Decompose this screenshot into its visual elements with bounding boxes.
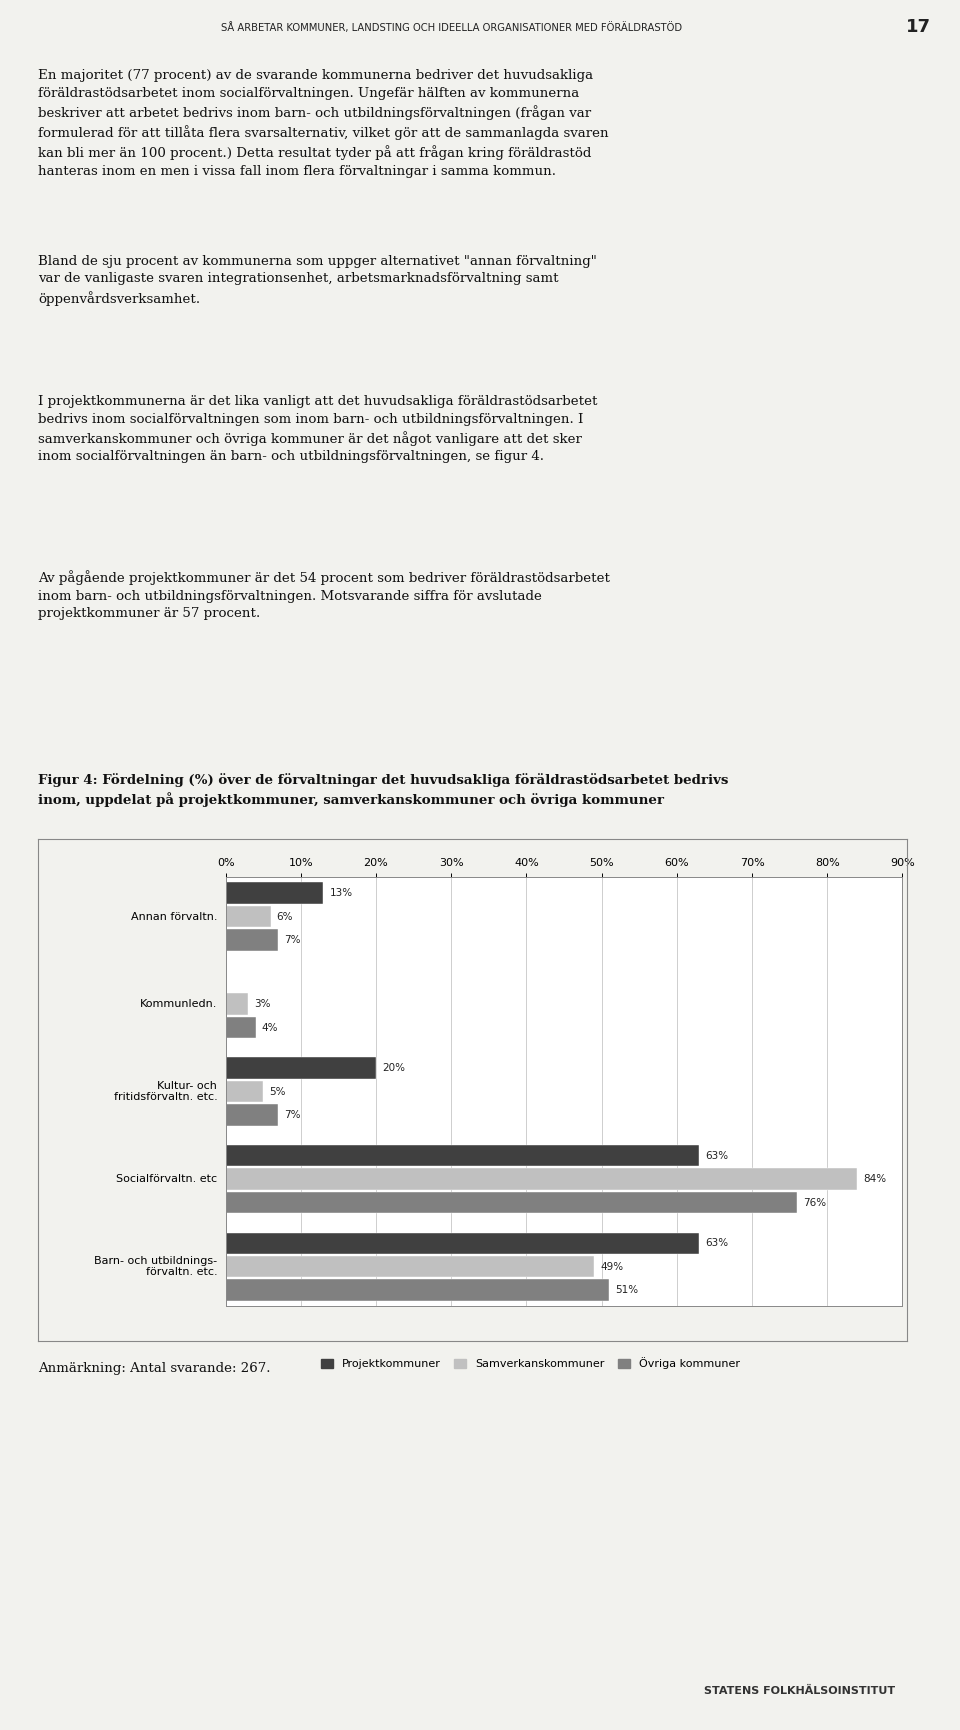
Text: 7%: 7%: [284, 1111, 300, 1119]
Bar: [226, 993, 248, 1016]
Bar: [226, 1081, 263, 1102]
Text: Anmärkning: Antal svarande: 267.: Anmärkning: Antal svarande: 267.: [38, 1362, 271, 1375]
Text: 6%: 6%: [276, 912, 293, 922]
Bar: [226, 907, 271, 927]
Text: 84%: 84%: [863, 1175, 886, 1183]
Bar: [226, 1192, 797, 1213]
Text: 7%: 7%: [284, 936, 300, 945]
Text: 63%: 63%: [706, 1150, 729, 1161]
Text: 5%: 5%: [269, 1086, 286, 1097]
Text: En majoritet (77 procent) av de svarande kommunerna bedriver det huvudsakliga
fö: En majoritet (77 procent) av de svarande…: [38, 69, 609, 178]
Bar: [226, 1168, 857, 1190]
Text: Figur 4: Fördelning (%) över de förvaltningar det huvudsakliga föräldrastödsarbe: Figur 4: Fördelning (%) över de förvaltn…: [38, 773, 729, 808]
Text: 49%: 49%: [600, 1261, 623, 1272]
Text: 51%: 51%: [615, 1285, 638, 1296]
Text: 13%: 13%: [329, 887, 352, 898]
Bar: [226, 882, 324, 903]
Text: 4%: 4%: [262, 1022, 278, 1033]
Bar: [226, 1280, 609, 1301]
Text: STATENS FOLKHÄLSOINSTITUT: STATENS FOLKHÄLSOINSTITUT: [704, 1687, 895, 1695]
Text: 17: 17: [906, 19, 931, 36]
Text: I projektkommunerna är det lika vanligt att det huvudsakliga föräldrastödsarbete: I projektkommunerna är det lika vanligt …: [38, 394, 598, 464]
Bar: [226, 1104, 278, 1126]
Bar: [226, 1057, 376, 1080]
Text: Bland de sju procent av kommunerna som uppger alternativet "annan förvaltning"
v: Bland de sju procent av kommunerna som u…: [38, 254, 597, 306]
Bar: [226, 1232, 699, 1254]
Text: SÅ ARBETAR KOMMUNER, LANDSTING OCH IDEELLA ORGANISATIONER MED FÖRÄLDRASTÖD: SÅ ARBETAR KOMMUNER, LANDSTING OCH IDEEL…: [221, 22, 682, 33]
Bar: [226, 1017, 255, 1038]
Bar: [226, 1256, 594, 1277]
Legend: Projektkommuner, Samverkanskommuner, Övriga kommuner: Projektkommuner, Samverkanskommuner, Övr…: [316, 1353, 744, 1374]
Bar: [226, 929, 278, 952]
Bar: [226, 1145, 699, 1166]
Text: 76%: 76%: [804, 1197, 827, 1208]
Text: 63%: 63%: [706, 1239, 729, 1247]
Text: 3%: 3%: [254, 1000, 271, 1009]
Text: 20%: 20%: [382, 1064, 405, 1073]
Text: Av pågående projektkommuner är det 54 procent som bedriver föräldrastödsarbetet
: Av pågående projektkommuner är det 54 pr…: [38, 571, 611, 619]
